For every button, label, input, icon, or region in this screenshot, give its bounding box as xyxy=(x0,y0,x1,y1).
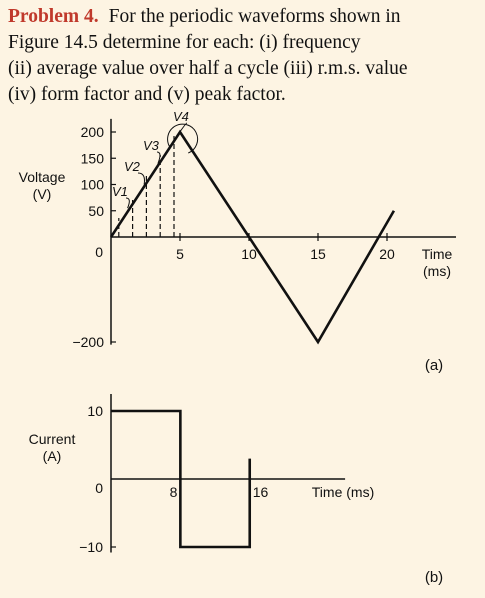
voltage-chart: 200 150 100 50 0 −200 5 10 15 20 Voltage(V) Time(ms… xyxy=(19,109,456,374)
triangle-waveform xyxy=(109,129,396,345)
voltage-y-tick-label: 100 xyxy=(81,177,105,193)
voltage-y-tick-label: 0 xyxy=(95,244,103,260)
current-chart: 10 0 −10 8 16 Current(A) Time (ms) (b) xyxy=(29,394,443,586)
ordinate-label: V1 xyxy=(112,184,128,199)
current-y-tick-label: 0 xyxy=(95,480,103,496)
ordinate-label-leader xyxy=(125,197,130,209)
voltage-y-tick-label: 50 xyxy=(88,203,104,219)
problem-line-2: Figure 14.5 determine for each: (i) freq… xyxy=(8,32,361,53)
ordinate-label: V2 xyxy=(124,159,141,174)
voltage-axis-label: (V) xyxy=(33,186,52,202)
ordinate-label-leader xyxy=(174,122,188,141)
ordinate-label: V3 xyxy=(143,138,160,153)
voltage-x-tick-label: 10 xyxy=(241,246,257,262)
ordinate-label-leader xyxy=(156,151,161,164)
voltage-x-tick-label: 5 xyxy=(176,246,184,262)
voltage-axis-label: Voltage xyxy=(19,169,66,185)
current-x-tick-label: 8 xyxy=(170,484,178,500)
current-y-tick-label: 10 xyxy=(87,403,103,419)
current-axis-label: Current xyxy=(29,431,76,447)
problem-line-3: (ii) average value over half a cycle (ii… xyxy=(8,58,408,79)
current-y-tick-label: −10 xyxy=(79,539,103,555)
current-x-tick-label: 16 xyxy=(253,484,269,500)
ordinate-label-leader xyxy=(137,172,145,185)
panel-label-b: (b) xyxy=(425,569,443,586)
current-axis-label: (A) xyxy=(43,448,62,464)
voltage-x-tick-label: 20 xyxy=(379,246,395,262)
problem-statement: Problem 4. For the periodic waveforms sho… xyxy=(8,4,480,108)
panel-label-a: (a) xyxy=(425,357,443,374)
current-time-axis-label: Time (ms) xyxy=(312,484,374,500)
ordinate-label: V4 xyxy=(173,109,189,124)
problem-line-4: (iv) form factor and (v) peak factor. xyxy=(8,84,286,105)
peak-marker-arc xyxy=(167,123,199,154)
voltage-y-tick-label: −200 xyxy=(72,334,104,350)
square-waveform xyxy=(111,409,252,549)
time-axis-label: Time xyxy=(422,246,453,262)
problem-line-1: For the periodic waveforms shown in xyxy=(108,6,401,27)
voltage-y-tick-label: 200 xyxy=(81,124,105,140)
time-axis-label: (ms) xyxy=(423,263,451,279)
voltage-x-tick-label: 15 xyxy=(310,246,326,262)
problem-number: Problem 4. xyxy=(8,6,99,27)
voltage-y-tick-label: 150 xyxy=(81,150,105,166)
